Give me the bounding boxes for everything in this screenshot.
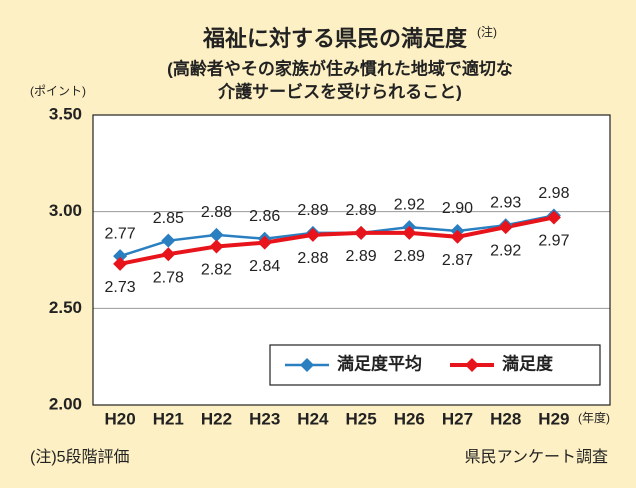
y-tick-label: 3.50	[49, 104, 82, 123]
data-point	[209, 239, 224, 254]
y-tick-label: 2.00	[49, 394, 82, 413]
data-point	[161, 233, 176, 248]
y-tick-label: 3.00	[49, 201, 82, 220]
data-label: 2.97	[538, 233, 569, 250]
subtitle: (高齢者やその家族が住み慣れた地域で適切な	[167, 58, 513, 78]
data-label: 2.84	[249, 258, 280, 275]
data-point	[402, 225, 417, 240]
footnote: (注)5段階評価	[30, 448, 130, 466]
x-tick-label: H25	[346, 409, 377, 428]
data-label: 2.89	[346, 248, 377, 265]
data-label: 2.85	[153, 210, 184, 227]
data-label: 2.88	[201, 204, 232, 221]
x-tick-label: H23	[249, 409, 280, 428]
data-label: 2.89	[346, 202, 377, 219]
x-tick-label: H22	[201, 409, 232, 428]
data-label: 2.82	[201, 262, 232, 279]
x-axis-label: (年度)	[578, 410, 610, 425]
data-point	[209, 227, 224, 242]
data-label: 2.93	[490, 194, 521, 211]
data-point	[546, 210, 561, 225]
data-label: 2.98	[538, 185, 569, 202]
x-tick-label: H24	[297, 409, 329, 428]
x-tick-label: H20	[105, 409, 136, 428]
y-axis-label: (ポイント)	[30, 84, 86, 98]
data-label: 2.77	[105, 225, 136, 242]
legend-marker	[300, 358, 314, 372]
series-line	[119, 215, 555, 266]
x-tick-label: H26	[394, 409, 425, 428]
data-label: 2.86	[249, 208, 280, 225]
x-tick-label: H21	[153, 409, 184, 428]
legend-marker	[465, 358, 479, 372]
y-tick-label: 2.50	[49, 298, 82, 317]
data-label: 2.73	[105, 279, 136, 296]
data-point	[354, 225, 369, 240]
data-point	[113, 249, 128, 264]
subtitle: 介護サービスを受けられること)	[217, 81, 462, 101]
x-tick-label: H29	[538, 409, 569, 428]
data-point	[161, 247, 176, 262]
data-point	[450, 229, 465, 244]
data-label: 2.92	[490, 242, 521, 259]
data-label: 2.88	[297, 250, 328, 267]
legend-label: 満足度平均	[337, 353, 422, 373]
x-tick-label: H28	[490, 409, 521, 428]
footnote: 県民アンケート調査	[465, 448, 608, 466]
data-label: 2.92	[394, 196, 425, 213]
data-point	[257, 235, 272, 250]
plot-border	[92, 114, 611, 406]
data-point	[113, 256, 128, 271]
data-label: 2.78	[153, 269, 184, 286]
data-point	[498, 220, 513, 235]
data-label: 2.90	[442, 200, 473, 217]
chart-title: 福祉に対する県民の満足度	[202, 26, 468, 51]
data-label: 2.89	[297, 202, 328, 219]
title-note: (注)	[477, 24, 497, 39]
x-tick-label: H27	[442, 409, 473, 428]
data-label: 2.89	[394, 248, 425, 265]
legend-label: 満足度	[502, 353, 554, 373]
data-point	[305, 227, 320, 242]
data-label: 2.87	[442, 252, 473, 269]
